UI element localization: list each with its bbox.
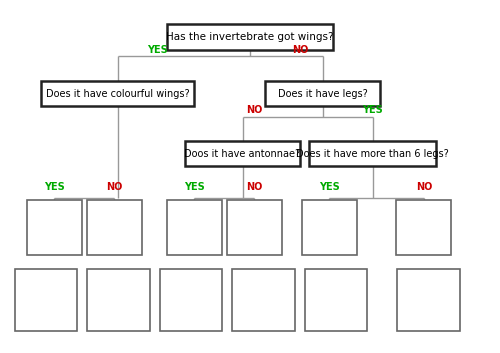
Text: NO: NO [246,106,262,115]
FancyBboxPatch shape [86,201,142,255]
FancyBboxPatch shape [396,201,452,255]
FancyBboxPatch shape [15,269,77,331]
Text: YES: YES [147,46,168,55]
FancyBboxPatch shape [305,269,367,331]
Text: NO: NO [246,183,262,192]
Text: NO: NO [292,46,308,55]
Text: NO: NO [416,183,432,192]
Text: Does it have legs?: Does it have legs? [278,89,368,98]
FancyBboxPatch shape [185,141,300,166]
FancyBboxPatch shape [397,269,460,331]
Text: YES: YES [318,183,340,192]
Text: YES: YES [362,106,383,115]
Text: Doos it have antonnae?: Doos it have antonnae? [184,149,300,158]
Text: Does it have colourful wings?: Does it have colourful wings? [46,89,190,98]
Text: Has the invertebrate got wings?: Has the invertebrate got wings? [166,32,334,42]
Text: NO: NO [106,183,122,192]
FancyBboxPatch shape [26,201,82,255]
FancyBboxPatch shape [226,201,281,255]
FancyBboxPatch shape [232,269,295,331]
Text: YES: YES [44,183,64,192]
FancyBboxPatch shape [265,81,380,106]
Text: YES: YES [184,183,204,192]
FancyBboxPatch shape [88,269,150,331]
FancyBboxPatch shape [168,24,332,50]
Text: Does it have more than 6 legs?: Does it have more than 6 legs? [296,149,449,158]
FancyBboxPatch shape [166,201,222,255]
FancyBboxPatch shape [160,269,222,331]
FancyBboxPatch shape [308,141,436,166]
FancyBboxPatch shape [41,81,194,106]
FancyBboxPatch shape [302,201,356,255]
